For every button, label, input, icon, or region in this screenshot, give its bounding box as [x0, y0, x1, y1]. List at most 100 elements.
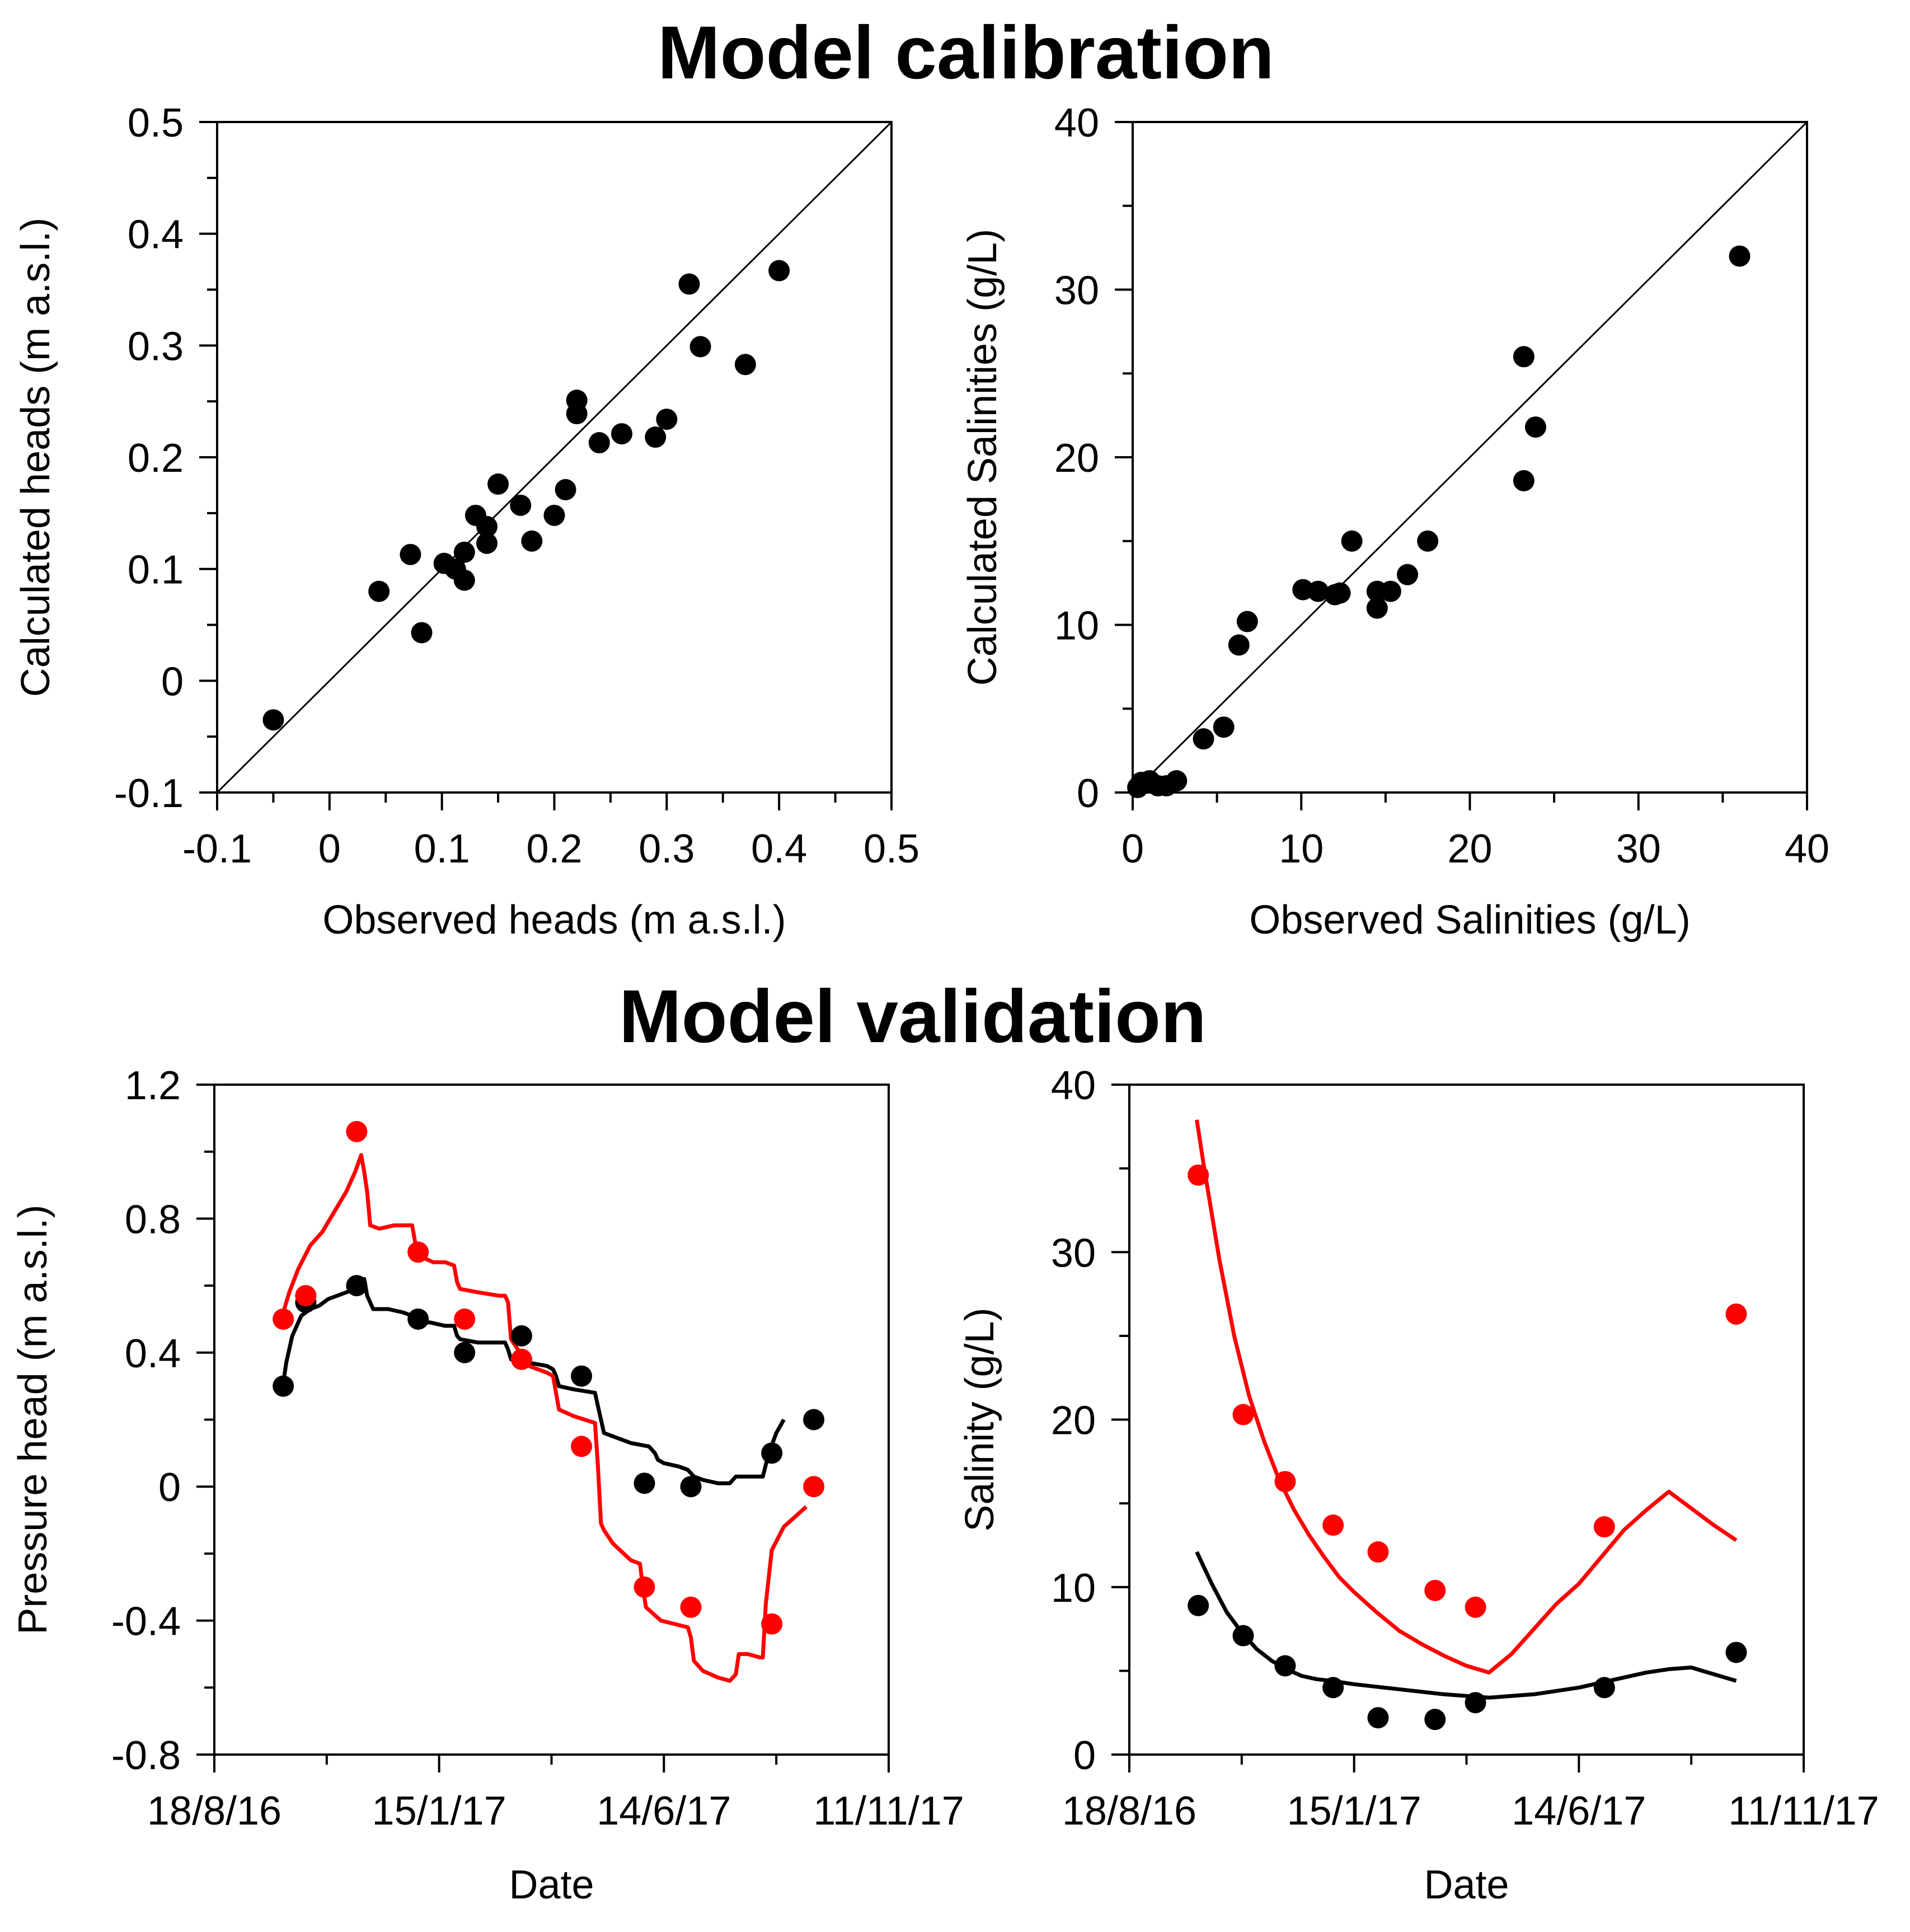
- heads-calibration-data-point: [566, 403, 588, 425]
- salinity-calibration-data-point: [1417, 530, 1439, 552]
- pressure-validation-red-observed-point: [803, 1476, 825, 1498]
- salinity-validation-red-observed-point: [1274, 1471, 1296, 1493]
- pressure-validation-red-observed-point: [454, 1308, 476, 1330]
- salinity-validation-red-observed-point: [1367, 1541, 1389, 1563]
- salinity-calibration-y-tick-label: 10: [1054, 604, 1099, 649]
- salinity-validation-red-observed-point: [1465, 1596, 1486, 1618]
- heads-calibration-data-point: [588, 432, 610, 454]
- heads-calibration-one-to-one-line: [216, 121, 893, 794]
- salinity-validation-x-tick-label: 18/8/16: [1062, 1789, 1196, 1833]
- salinity-validation-x-axis-label: Date: [1424, 1863, 1509, 1907]
- heads-calibration-x-tick-label: 0.2: [526, 827, 582, 871]
- salinity-validation-black-observed-point: [1725, 1642, 1747, 1663]
- pressure-validation-y-tick-label: 0: [158, 1465, 181, 1510]
- salinity-calibration-data-point: [1329, 582, 1351, 604]
- pressure-validation-black-observed-point: [633, 1473, 655, 1494]
- salinity-calibration-x-axis-label: Observed Salinities (g/L): [1249, 898, 1690, 942]
- salinity-validation-black-observed-point: [1232, 1625, 1254, 1647]
- salinity-validation-y-tick-label: 20: [1051, 1399, 1096, 1443]
- salinity-calibration-y-axis-label: Calculated Salinities (g/L): [960, 229, 1005, 686]
- pressure-validation-red-observed-point: [273, 1308, 294, 1330]
- salinity-calibration-data-point: [1228, 634, 1250, 656]
- salinity-calibration-x-tick-label: 30: [1616, 827, 1661, 871]
- pressure-validation-black-observed-point: [571, 1365, 593, 1387]
- heads-calibration-y-tick-label: 0.2: [128, 436, 184, 481]
- salinity-calibration-data-point: [1193, 728, 1214, 750]
- heads-calibration-x-tick-label: 0.4: [751, 827, 807, 871]
- salinity-calibration-chart: 0 10 20 30 40 0 10 20 30 40 Observed Salinities (g…: [960, 101, 1829, 942]
- pressure-validation-x-tick-label: 14/6/17: [597, 1789, 731, 1833]
- heads-calibration-data-point: [543, 504, 565, 526]
- salinity-validation-red-observed-point: [1424, 1579, 1446, 1601]
- salinity-calibration-x-tick-label: 0: [1121, 827, 1144, 871]
- salinity-validation-red-observed-point: [1725, 1303, 1747, 1325]
- heads-calibration-data-point: [368, 580, 390, 602]
- pressure-validation-red-observed-point: [346, 1120, 368, 1142]
- heads-calibration-x-axis-label: Observed heads (m a.s.l.): [322, 898, 786, 942]
- pressure-validation-red-observed-point: [295, 1285, 317, 1307]
- salinity-validation-plot-frame: [1128, 1084, 1805, 1756]
- heads-calibration-data-point: [521, 530, 543, 552]
- pressure-validation-red-observed-point: [510, 1348, 532, 1370]
- salinity-calibration-data-point: [1307, 580, 1329, 602]
- heads-calibration-data-point: [411, 622, 433, 644]
- heads-calibration-chart: -0.1 0 0.1 0.2 0.3 0.4 0.5 -0.1 0 0.1 0.2 0.3 0.4 0.5…: [13, 101, 919, 942]
- salinity-calibration-one-to-one-line: [1132, 121, 1808, 794]
- heads-calibration-x-tick-label: 0: [318, 827, 341, 871]
- pressure-validation-y-tick-label: -0.8: [111, 1733, 181, 1778]
- salinity-calibration-data-point: [1513, 470, 1534, 491]
- salinity-calibration-y-tick-label: 0: [1077, 771, 1099, 816]
- pressure-validation-x-axis-label: Date: [509, 1863, 594, 1907]
- pressure-head-validation-chart: 18/8/16 15/1/17 14/6/17 11/11/17 -0.8 -0.4 0 0.…: [11, 1063, 964, 1907]
- salinity-calibration-data-point: [1166, 770, 1188, 792]
- salinity-calibration-data-point: [1366, 597, 1388, 619]
- heads-calibration-data-point: [689, 336, 711, 358]
- salinity-validation-black-observed-point: [1367, 1707, 1389, 1729]
- heads-calibration-data-point: [487, 473, 509, 495]
- heads-calibration-data-point: [645, 426, 667, 448]
- salinity-validation-x-tick-label: 15/1/17: [1287, 1789, 1421, 1833]
- salinity-calibration-data-point: [1513, 346, 1534, 368]
- salinity-validation-black-observed-point: [1322, 1677, 1344, 1699]
- salinity-validation-red-observed-point: [1232, 1404, 1254, 1425]
- salinity-validation-x-tick-label: 11/11/17: [1728, 1789, 1879, 1833]
- pressure-validation-black-observed-point: [803, 1409, 825, 1431]
- heads-calibration-data-point: [510, 494, 532, 516]
- pressure-validation-y-axis-label: Pressure head (m a.s.l.): [11, 1204, 55, 1634]
- salinity-validation-black-observed-point: [1465, 1692, 1486, 1714]
- salinity-validation-y-tick-label: 10: [1051, 1566, 1096, 1611]
- pressure-validation-red-simulated-line: [281, 1153, 808, 1683]
- salinity-validation-red-observed-point: [1593, 1516, 1615, 1538]
- salinity-calibration-x-tick-label: 10: [1279, 827, 1324, 871]
- heads-calibration-y-axis-label: Calculated heads (m a.s.l.): [13, 218, 58, 697]
- salinity-validation-red-observed-point: [1188, 1164, 1209, 1186]
- salinity-validation-y-axis-label: Salinity (g/L): [958, 1307, 1002, 1531]
- salinity-calibration-x-tick-label: 20: [1447, 827, 1492, 871]
- heads-calibration-x-tick-label: 0.3: [639, 827, 694, 871]
- pressure-validation-black-observed-point: [510, 1325, 532, 1347]
- salinity-validation-black-observed-point: [1274, 1655, 1296, 1677]
- salinity-validation-red-simulated-line: [1195, 1119, 1738, 1675]
- pressure-validation-black-observed-point: [761, 1442, 783, 1464]
- heads-calibration-data-point: [453, 569, 475, 591]
- heads-calibration-y-tick-label: 0: [161, 659, 184, 704]
- pressure-validation-y-tick-label: -0.4: [111, 1600, 181, 1644]
- validation-title: Model validation: [619, 975, 1207, 1058]
- heads-calibration-data-point: [262, 709, 284, 731]
- pressure-validation-x-tick-label: 11/11/17: [813, 1789, 964, 1833]
- pressure-validation-red-observed-point: [633, 1576, 655, 1598]
- salinity-calibration-y-tick-label: 40: [1054, 101, 1099, 146]
- salinity-validation-black-observed-point: [1424, 1709, 1446, 1731]
- salinity-validation-chart: 18/8/16 15/1/17 14/6/17 11/11/17 0 10 20 30 40 Da…: [958, 1063, 1879, 1907]
- pressure-validation-black-observed-point: [273, 1375, 294, 1397]
- pressure-validation-black-observed-point: [454, 1342, 476, 1363]
- salinity-calibration-data-point: [1213, 716, 1235, 738]
- pressure-validation-x-tick-label: 18/8/16: [147, 1789, 281, 1833]
- heads-calibration-y-tick-label: 0.1: [128, 548, 184, 593]
- heads-calibration-data-point: [611, 423, 632, 445]
- heads-calibration-x-tick-label: 0.5: [864, 827, 919, 871]
- salinity-validation-black-simulated-line: [1195, 1551, 1737, 1700]
- heads-calibration-data-point: [476, 515, 498, 537]
- pressure-validation-red-observed-point: [571, 1436, 593, 1457]
